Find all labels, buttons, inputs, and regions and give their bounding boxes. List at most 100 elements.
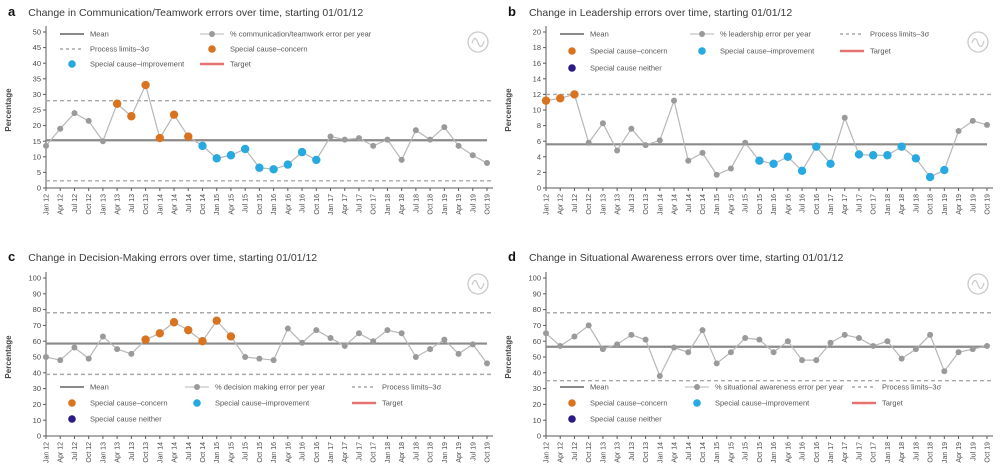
x-tick-label: Jul 14 [686,442,693,461]
y-tick-label: 2 [537,168,541,177]
legend-dot-swatch [568,47,576,55]
x-tick-label: Jan 19 [942,442,949,463]
x-tick-label: Jul 12 [72,442,79,461]
data-point-normal [969,346,976,353]
legend-item: Process limits–3σ [852,383,942,392]
x-tick-label: Apr 18 [399,194,406,215]
data-point-improvement [297,147,307,157]
data-point-concern [155,133,165,143]
y-tick-label: 90 [33,289,41,298]
y-tick-label: 60 [33,337,41,346]
x-tick-label: Oct 19 [485,442,492,463]
data-point-improvement [868,151,878,160]
legend-item: Special cause–concern [68,399,168,408]
panel-d-header: d Change in Situational Awareness errors… [508,249,843,264]
y-axis-label: Percentage [504,335,513,379]
x-tick-label: Oct 19 [985,442,992,463]
x-tick-label: Jul 14 [186,194,193,213]
data-point-normal [412,354,419,360]
legend-item: Target [852,399,904,408]
x-tick-label: Jan 12 [44,442,51,463]
control-chart-wave-icon [967,273,989,295]
y-tick-label: 45 [33,43,41,52]
legend-item: Target [200,60,252,69]
x-tick-label: Jul 17 [856,442,863,461]
legend-item: Special cause–concern [208,45,308,54]
data-point-normal [628,125,635,132]
x-tick-label: Oct 14 [700,442,707,463]
legend-item: Special cause neither [68,415,162,424]
x-tick-label: Jul 16 [300,442,307,461]
data-point-concern [155,329,165,338]
legend-item: % situational awareness error per year [685,383,844,392]
y-tick-label: 0 [537,184,541,193]
data-point-normal [642,336,649,343]
y-tick-label: 18 [533,43,541,52]
x-tick-label: Oct 18 [428,194,435,215]
x-tick-label: Jan 13 [600,442,607,463]
legend-series-swatch [194,384,200,390]
x-tick-label: Oct 16 [314,442,321,463]
legend-label: Mean [590,30,609,39]
legend-label: Mean [90,383,109,392]
legend-label: Special cause–improvement [715,399,810,408]
x-tick-label: Jan 18 [885,194,892,215]
x-tick-label: Jan 17 [328,194,335,215]
legend-dot-swatch [193,399,201,407]
legend-label: % decision making error per year [215,383,326,392]
y-tick-label: 40 [33,59,41,68]
x-tick-label: Jul 19 [970,442,977,461]
y-tick-label: 30 [533,384,541,393]
legend-item: Special cause–improvement [68,60,185,69]
x-tick-label: Oct 12 [86,442,93,463]
panel-d: d Change in Situational Awareness errors… [500,236,1000,473]
data-point-normal [984,121,990,128]
legend-label: Special cause–improvement [90,60,185,69]
data-point-normal [628,331,635,338]
x-tick-label: Apr 18 [899,442,906,463]
legend-label: Process limits–3σ [882,383,942,392]
x-tick-label: Apr 16 [285,194,292,215]
y-tick-label: 50 [33,353,41,362]
x-tick-label: Jul 14 [686,194,693,213]
data-point-improvement [911,154,921,163]
legend-series-swatch [699,31,705,37]
y-tick-label: 40 [533,368,541,377]
data-point-normal [713,360,720,367]
communication-teamwork-chart: 0 5 10 15 20 25 30 35 40 45 50 Jan 12 Apr 12 Jul 12 Oc… [4,26,493,215]
data-point-normal [557,342,564,349]
x-tick-label: Jul 16 [800,194,807,213]
panel-a: a Change in Communication/Teamwork error… [0,0,500,236]
y-tick-label: 0 [37,432,41,441]
y-tick-label: 4 [537,152,541,161]
x-tick-label: Jul 16 [300,194,307,213]
data-point-normal [313,327,320,334]
panel-b: b Change in Leadership errors over time,… [500,0,1000,236]
data-point-normal [742,335,749,342]
x-tick-label: Oct 17 [371,442,378,463]
data-point-normal [955,128,962,135]
legend-label: % leadership error per year [720,30,811,39]
data-point-normal [656,372,663,379]
y-tick-label: 0 [37,184,41,193]
data-point-normal [384,136,391,143]
y-tick-label: 8 [537,121,541,130]
legend-label: Process limits–3σ [382,383,442,392]
legend-series-swatch [209,31,215,37]
legend-item: Process limits–3σ [352,383,442,392]
x-tick-label: Jan 18 [385,442,392,463]
panel-a-header: a Change in Communication/Teamwork error… [8,4,363,19]
x-tick-label: Apr 19 [456,194,463,215]
y-tick-label: 6 [537,137,541,146]
data-point-normal [969,117,976,124]
panel-title: Change in Leadership errors over time, s… [528,7,793,19]
legend-label: Process limits–3σ [90,45,150,54]
y-tick-label: 0 [537,432,541,441]
x-tick-label: Apr 12 [58,442,65,463]
x-tick-label: Jan 13 [100,442,107,463]
data-point-normal [398,330,405,337]
legend-dot-swatch [568,415,576,423]
data-point-improvement [198,141,207,151]
data-point-normal [585,322,592,329]
data-point-normal [355,330,362,337]
